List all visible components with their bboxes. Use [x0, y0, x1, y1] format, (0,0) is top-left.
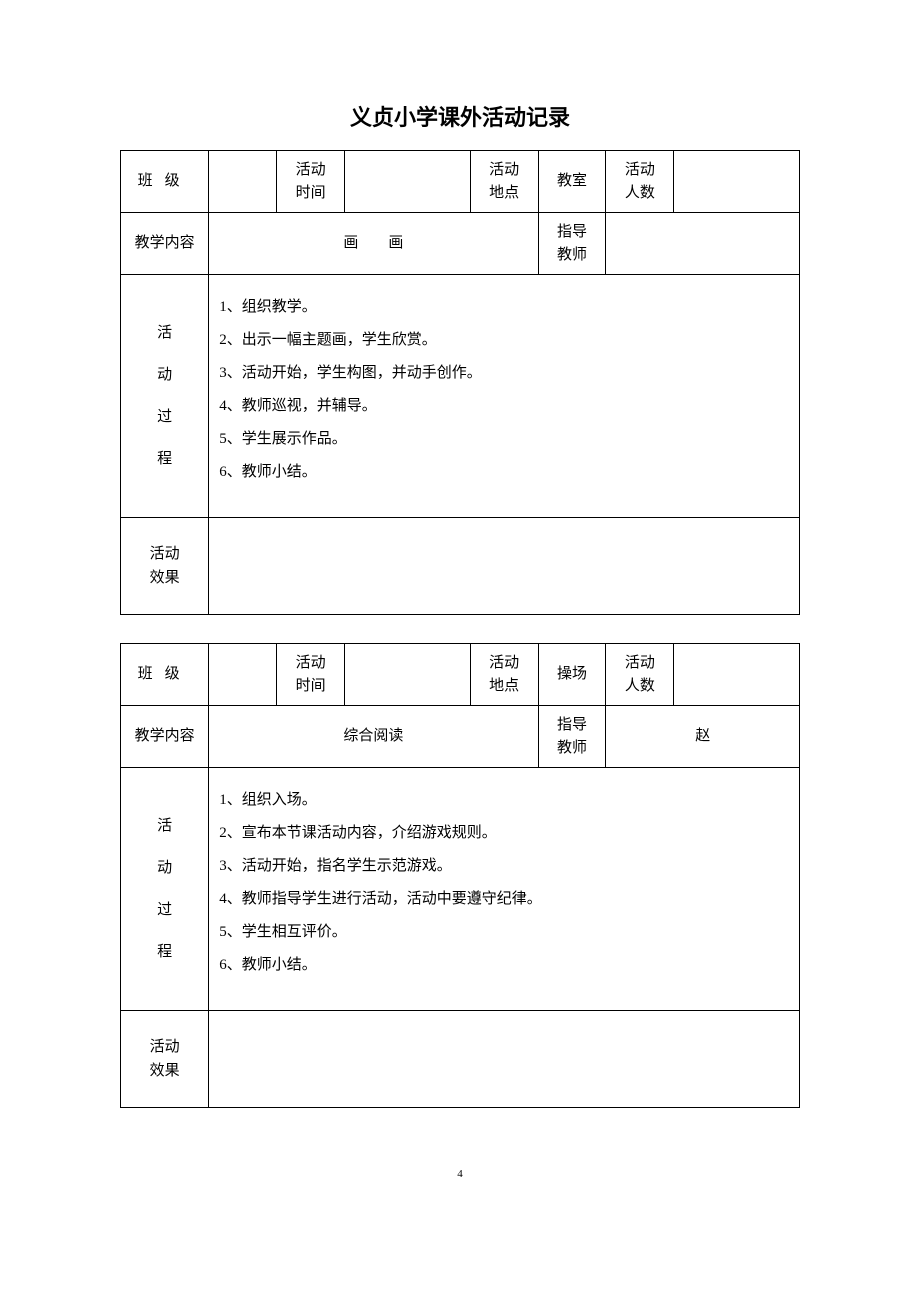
table-row: 班级 活动 时间 活动 地点 操场 活动 人数: [121, 644, 800, 706]
content-value: 画 画: [209, 213, 538, 275]
time-value: [345, 151, 471, 213]
process-line: 2、宣布本节课活动内容，介绍游戏规则。: [219, 817, 789, 850]
count-label: 活动 人数: [606, 644, 674, 706]
place-label: 活动 地点: [470, 644, 538, 706]
page-number: 4: [120, 1168, 800, 1180]
count-value: [674, 151, 800, 213]
activity-record-table-1: 班级 活动 时间 活动 地点 教室 活动 人数 教学内容 画 画 指导 教师 活…: [120, 150, 800, 615]
process-line: 3、活动开始，指名学生示范游戏。: [219, 850, 789, 883]
process-line: 1、组织教学。: [219, 291, 789, 324]
process-label: 活 动 过 程: [121, 275, 209, 518]
process-content-2: 1、组织入场。2、宣布本节课活动内容，介绍游戏规则。3、活动开始，指名学生示范游…: [209, 768, 800, 1011]
class-label: 班级: [121, 644, 209, 706]
result-label: 活动 效果: [121, 518, 209, 615]
process-label: 活 动 过 程: [121, 768, 209, 1011]
process-line: 6、教师小结。: [219, 456, 789, 489]
content-label: 教学内容: [121, 706, 209, 768]
table-row: 活动 效果: [121, 518, 800, 615]
process-line: 1、组织入场。: [219, 784, 789, 817]
teacher-label: 指导 教师: [538, 213, 606, 275]
result-value: [209, 1011, 800, 1108]
table-row: 活 动 过 程 1、组织入场。2、宣布本节课活动内容，介绍游戏规则。3、活动开始…: [121, 768, 800, 1011]
table-row: 教学内容 综合阅读 指导 教师 赵: [121, 706, 800, 768]
process-line: 4、教师巡视，并辅导。: [219, 390, 789, 423]
place-label: 活动 地点: [470, 151, 538, 213]
process-line: 4、教师指导学生进行活动，活动中要遵守纪律。: [219, 883, 789, 916]
table-row: 活 动 过 程 1、组织教学。2、出示一幅主题画，学生欣赏。3、活动开始，学生构…: [121, 275, 800, 518]
process-line: 2、出示一幅主题画，学生欣赏。: [219, 324, 789, 357]
activity-record-table-2: 班级 活动 时间 活动 地点 操场 活动 人数 教学内容 综合阅读 指导 教师 …: [120, 643, 800, 1108]
table-row: 活动 效果: [121, 1011, 800, 1108]
table-row: 教学内容 画 画 指导 教师: [121, 213, 800, 275]
process-content-1: 1、组织教学。2、出示一幅主题画，学生欣赏。3、活动开始，学生构图，并动手创作。…: [209, 275, 800, 518]
count-value: [674, 644, 800, 706]
process-line: 5、学生相互评价。: [219, 916, 789, 949]
teacher-value: [606, 213, 800, 275]
result-value: [209, 518, 800, 615]
time-label: 活动 时间: [277, 644, 345, 706]
table-row: 班级 活动 时间 活动 地点 教室 活动 人数: [121, 151, 800, 213]
teacher-label: 指导 教师: [538, 706, 606, 768]
process-line: 5、学生展示作品。: [219, 423, 789, 456]
time-value: [345, 644, 471, 706]
count-label: 活动 人数: [606, 151, 674, 213]
content-label: 教学内容: [121, 213, 209, 275]
page-title: 义贞小学课外活动记录: [120, 100, 800, 132]
place-value: 教室: [538, 151, 606, 213]
time-label: 活动 时间: [277, 151, 345, 213]
class-label: 班级: [121, 151, 209, 213]
process-line: 3、活动开始，学生构图，并动手创作。: [219, 357, 789, 390]
result-label: 活动 效果: [121, 1011, 209, 1108]
process-line: 6、教师小结。: [219, 949, 789, 982]
class-value: [209, 151, 277, 213]
place-value: 操场: [538, 644, 606, 706]
content-value: 综合阅读: [209, 706, 538, 768]
teacher-value: 赵: [606, 706, 800, 768]
class-value: [209, 644, 277, 706]
